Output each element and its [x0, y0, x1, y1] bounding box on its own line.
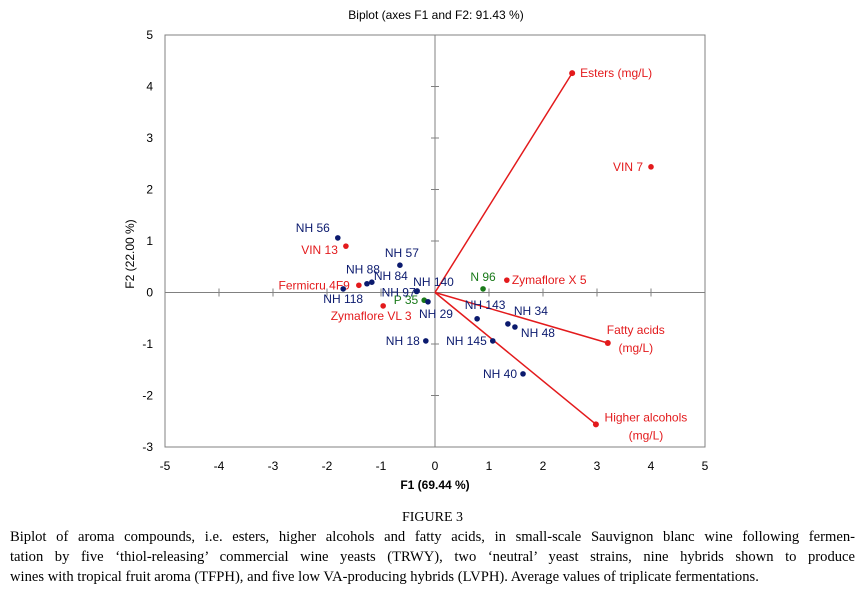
- variable-endpoint: [604, 339, 611, 346]
- observation-label: NH 29: [419, 307, 453, 321]
- observation-label: Zymaflore VL 3: [331, 309, 412, 323]
- x-tick-label: 2: [540, 459, 547, 473]
- observation-point: [505, 321, 511, 327]
- observation-label: NH 140: [413, 275, 454, 289]
- observation-point: [364, 280, 370, 287]
- observation-point: [504, 277, 510, 283]
- observation-label: VIN 13: [301, 243, 338, 257]
- caption-line: wines with tropical fruit aroma (TFPH), …: [10, 569, 759, 585]
- observation-point: [335, 235, 341, 241]
- observation-label: NH 145: [446, 334, 487, 348]
- variable-vector: [434, 291, 609, 344]
- x-axis-label: F1 (69.44 %): [400, 478, 469, 492]
- variable-label: (mg/L): [618, 341, 653, 355]
- observation-label: P 35: [394, 293, 419, 307]
- y-tick-label: 4: [146, 80, 153, 94]
- observation-point: [474, 315, 480, 322]
- variable-endpoint: [592, 421, 599, 428]
- observation-point: [520, 371, 526, 377]
- x-tick-label: -3: [268, 459, 279, 473]
- figure-caption: Biplot of aroma compounds, i.e. esters, …: [10, 527, 855, 587]
- observation-label: N 96: [470, 270, 496, 284]
- observation-label: NH 48: [521, 326, 555, 340]
- observation-label: Fermicru 4F9: [279, 278, 351, 292]
- observation-label: NH 56: [296, 221, 330, 235]
- caption-line: tation by five ‘thiol-releasing’ commerc…: [10, 549, 855, 565]
- x-tick-label: 4: [648, 459, 655, 473]
- observation-label: NH 40: [483, 367, 517, 381]
- observation-point: [512, 324, 518, 330]
- y-axis-label: F2 (22.00 %): [123, 219, 137, 288]
- y-tick-label: 5: [146, 28, 153, 42]
- observation-label: NH 84: [374, 269, 408, 283]
- observation-point: [489, 338, 496, 344]
- observation-label: NH 57: [385, 246, 419, 260]
- observation-label: VIN 7: [613, 160, 643, 174]
- y-tick-label: 2: [146, 183, 153, 197]
- variable-label: Higher alcohols: [605, 410, 688, 424]
- observation-point: [425, 298, 431, 305]
- y-tick-label: -1: [142, 337, 153, 351]
- y-tick-label: -2: [142, 389, 153, 403]
- variable-label: (mg/L): [629, 428, 664, 442]
- y-tick-label: 1: [146, 234, 153, 248]
- observation-point: [356, 282, 362, 289]
- x-tick-label: -5: [160, 459, 171, 473]
- observation-point: [343, 243, 349, 249]
- caption-line: Biplot of aroma compounds, i.e. esters, …: [10, 529, 855, 545]
- observation-point: [423, 338, 429, 344]
- chart-title: Biplot (axes F1 and F2: 91.43 %): [348, 8, 523, 22]
- x-tick-label: 3: [594, 459, 601, 473]
- x-tick-label: -2: [322, 459, 333, 473]
- x-tick-label: 1: [486, 459, 493, 473]
- variable-label: Esters (mg/L): [580, 66, 652, 80]
- variable-vector: [434, 291, 597, 425]
- variable-endpoint: [569, 70, 576, 77]
- observation-label: Zymaflore X 5: [512, 273, 587, 287]
- x-tick-label: 0: [432, 459, 439, 473]
- observation-label: NH 18: [386, 334, 420, 348]
- observation-label: NH 118: [323, 292, 363, 306]
- y-tick-label: -3: [142, 440, 153, 454]
- observation-label: NH 143: [465, 298, 506, 312]
- observation-point: [340, 286, 347, 292]
- y-tick-label: 3: [146, 131, 153, 145]
- observation-point: [369, 279, 375, 286]
- variable-label: Fatty acids: [607, 323, 665, 337]
- observation-label: NH 88: [346, 263, 380, 277]
- observation-point: [648, 164, 654, 170]
- observation-point: [380, 303, 386, 309]
- biplot-chart: Biplot (axes F1 and F2: 91.43 %) -5 -4 -3 -…: [123, 8, 709, 492]
- observation-label: NH 34: [514, 304, 548, 318]
- figure-label: FIGURE 3: [401, 510, 464, 525]
- observation-point: [480, 286, 486, 292]
- x-tick-label: -4: [214, 459, 225, 473]
- observation-point: [414, 288, 420, 294]
- variable-vector: [434, 72, 573, 293]
- observation-label: NH 97: [382, 285, 416, 299]
- x-tick-label: 5: [702, 459, 709, 473]
- x-tick-label: -1: [376, 459, 387, 473]
- observation-point: [397, 262, 403, 269]
- y-tick-label: 0: [146, 286, 153, 300]
